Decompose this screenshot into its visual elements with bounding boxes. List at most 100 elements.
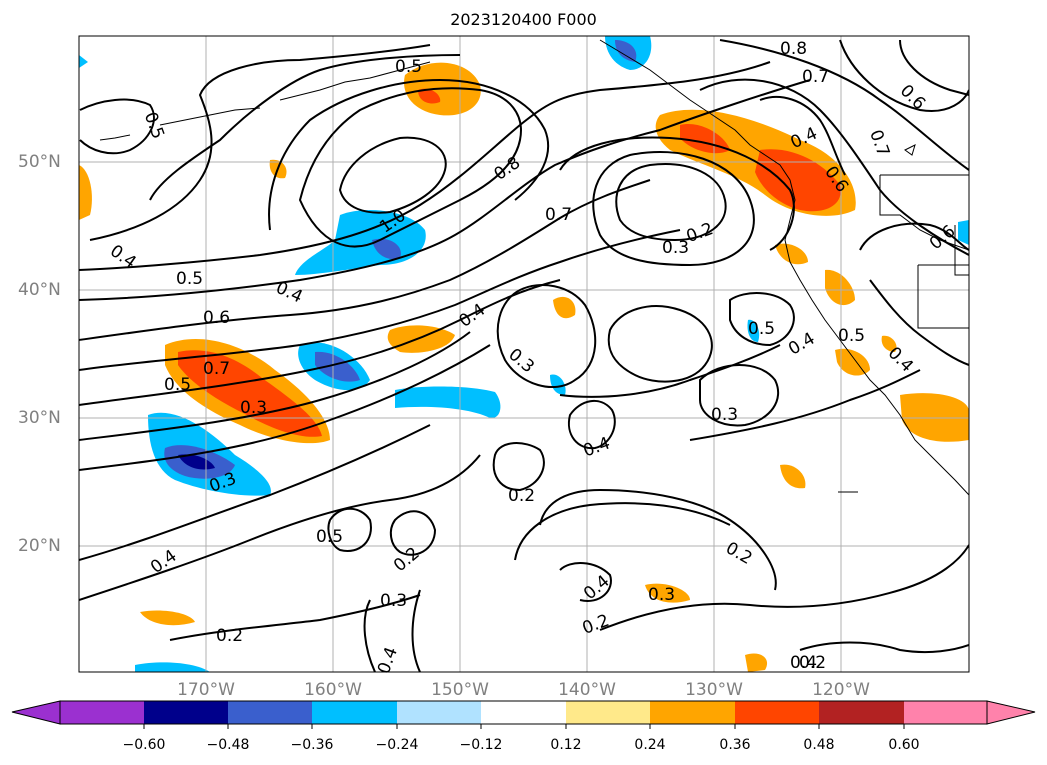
positive-anomaly-patch [79, 165, 92, 220]
map-title: 2023120400 F000 [450, 10, 597, 29]
latitude-label: 50°N [18, 152, 61, 172]
contour-label: 0.3 [380, 591, 407, 611]
positive-anomaly-patch [780, 464, 806, 489]
negative-anomaly-patch [747, 319, 760, 342]
colorbar [11, 700, 1036, 729]
colorbar-segment [904, 701, 987, 724]
contour-label: 0.6 [203, 308, 230, 328]
contour-label: 0.2 [684, 219, 716, 247]
coastlines [99, 39, 969, 496]
longitude-label: 130°W [685, 680, 743, 700]
positive-anomaly-patch [140, 610, 195, 626]
contour-label: 0.8 [491, 153, 525, 185]
contour-label: 0.5 [748, 319, 775, 339]
colorbar-tick-label: 0.60 [888, 737, 920, 753]
colorbar-segment [819, 701, 904, 724]
strong-positive-anomaly-patch [755, 149, 841, 212]
positive-anomaly-patch [881, 335, 897, 352]
colorbar-frame [59, 700, 988, 725]
positive-anomaly-patch [825, 269, 855, 306]
longitude-label: 160°W [304, 680, 362, 700]
contour-label: 0.2 [799, 653, 826, 673]
contour-label: 0.3 [648, 585, 675, 605]
contour-lines [79, 39, 969, 672]
contour-label: 0.3 [711, 405, 738, 425]
colorbar-tick-label: 0.24 [634, 737, 666, 753]
longitude-label: 170°W [177, 680, 235, 700]
contour-label: 0.4 [785, 329, 818, 360]
colorbar-tick-label: 0.36 [719, 737, 751, 753]
colorbar-segment [312, 701, 397, 724]
contour-label: 0.5 [838, 326, 865, 346]
colorbar-segment [144, 701, 228, 724]
colorbar-segment [566, 701, 650, 724]
contour-label: 0.5 [176, 269, 203, 289]
contour-label: 0.4 [580, 571, 614, 604]
contour-label: 0.7 [865, 127, 893, 159]
colorbar-tick-label: −0.24 [375, 737, 419, 753]
contour-label: 0.7 [545, 205, 572, 225]
negative-anomaly-patch [395, 386, 501, 419]
colorbar-segment [397, 701, 481, 724]
contour-label: 0.4 [790, 653, 817, 673]
contour-label: 0.5 [316, 527, 343, 547]
contour-label: 0.2 [508, 486, 535, 506]
positive-anomaly-patch [775, 243, 808, 265]
colorbar-segment [60, 701, 144, 724]
contour-label: 0.7 [802, 67, 829, 87]
map-plot-area [79, 36, 969, 672]
colorbar-tick-label: −0.60 [122, 737, 166, 753]
strong-negative-anomaly-patch [315, 351, 360, 382]
contour-label: 0.3 [662, 238, 689, 258]
colorbar-segment [11, 700, 61, 725]
colorbar-tick-label: −0.48 [206, 737, 250, 753]
negative-anomaly-patch [79, 55, 88, 68]
strong-positive-anomaly-patch [178, 350, 322, 437]
colorbar-segment [735, 701, 819, 724]
positive-anomaly-patch [645, 583, 690, 603]
contour-label: 0.2 [216, 626, 243, 646]
contour-label: 0.4 [456, 300, 490, 332]
latitude-label: 20°N [18, 536, 61, 556]
contour-label: 0.5 [140, 110, 168, 142]
contour-label: 0.3 [504, 345, 538, 378]
negative-anomaly-patch [135, 662, 210, 672]
positive-anomaly-patch [900, 393, 969, 442]
contour-label: 0.4 [147, 546, 181, 578]
colorbar-segment [481, 701, 566, 724]
negative-anomaly-patch [550, 374, 566, 395]
strong-positive-anomaly-patch [418, 88, 441, 104]
positive-anomaly-patch [387, 325, 455, 353]
longitude-label: 140°W [558, 680, 616, 700]
contour-label: 0.5 [164, 375, 191, 395]
strong-negative-anomaly-patch [372, 238, 401, 260]
graticule [79, 36, 969, 672]
colorbar-tick-label: −0.12 [459, 737, 503, 753]
colorbar-segment [228, 701, 312, 724]
colorbar-segment [986, 700, 1036, 725]
contour-label: 0.6 [896, 81, 929, 114]
longitude-label: 150°W [431, 680, 489, 700]
contour-label: 0.2 [580, 611, 612, 639]
longitude-label: 120°W [812, 680, 870, 700]
contour-label: 0.8 [780, 39, 807, 59]
positive-anomaly-patch [835, 348, 870, 376]
negative-anomaly-patch [958, 220, 969, 245]
latitude-label: 30°N [18, 408, 61, 428]
positive-anomaly-patch [553, 296, 576, 319]
contour-label: 0.7 [203, 359, 230, 379]
strong-negative-anomaly-patch [615, 40, 637, 62]
colorbar-tick-label: −0.36 [290, 737, 334, 753]
contour-label: 0.3 [240, 398, 267, 418]
contour-label: 0.6 [926, 221, 960, 254]
contour-label: 0.2 [722, 538, 755, 569]
latitude-label: 40°N [18, 280, 61, 300]
positive-anomaly-patch [745, 653, 768, 672]
colorbar-segment [650, 701, 735, 724]
contour-label: 0.5 [395, 57, 422, 77]
colorbar-tick-label: 0.48 [803, 737, 835, 753]
contour-label: 0.4 [581, 433, 613, 461]
colorbar-tick-label: 0.12 [550, 737, 582, 753]
plot-frame [78, 35, 970, 673]
